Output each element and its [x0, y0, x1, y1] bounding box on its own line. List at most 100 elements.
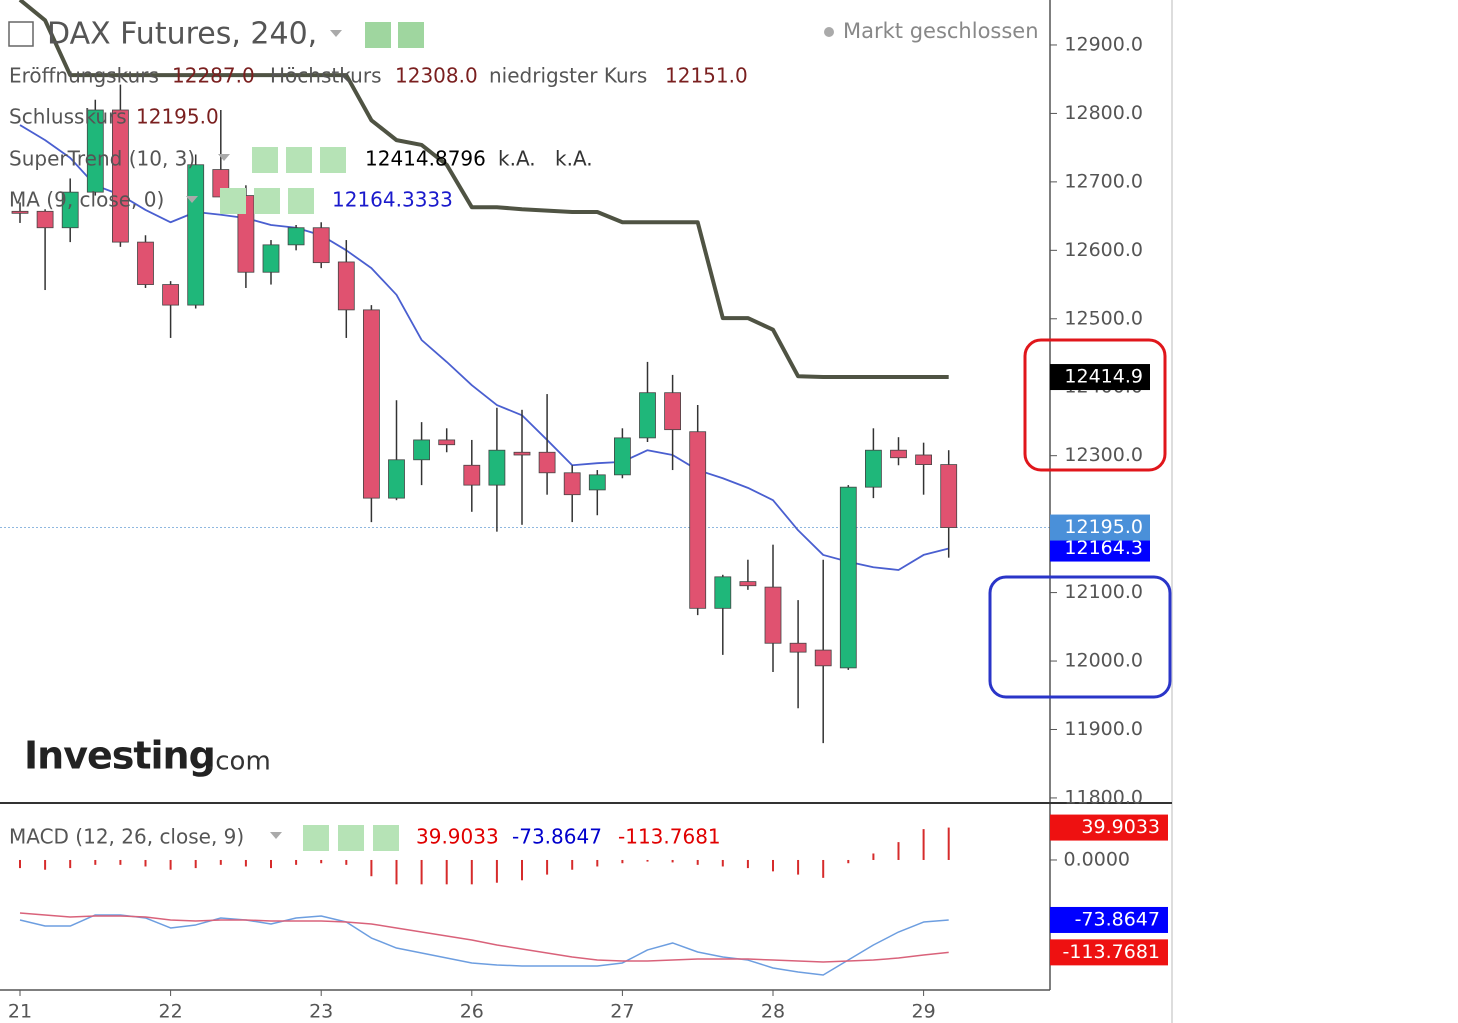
ohlc-value: 12195.0 — [136, 105, 219, 129]
legend-name: MACD (12, 26, close, 9) — [9, 825, 244, 849]
candle-body — [639, 392, 656, 439]
y-tick-label: 12000.0 — [1064, 650, 1143, 672]
dropdown[interactable] — [270, 832, 282, 839]
axis-value-label: 12195.0 — [1064, 516, 1143, 538]
ohlc-name: Eröffnungskurs — [9, 64, 159, 88]
axis-value-label: 39.9033 — [1081, 816, 1160, 838]
x-tick-label: 23 — [309, 1001, 333, 1023]
eye-icon[interactable] — [365, 22, 391, 48]
x-tick-label: 27 — [610, 1001, 634, 1023]
candle-body — [362, 309, 380, 499]
candle-body — [413, 439, 431, 461]
legend-value: 39.9033 — [416, 825, 499, 849]
candle-body — [538, 451, 556, 474]
candle-body — [915, 454, 932, 465]
highlight-box — [988, 575, 1172, 699]
gear-icon[interactable] — [338, 825, 364, 851]
ohlc-name: Höchstkurs — [270, 64, 382, 88]
ohlc-name: niedrigster Kurs — [489, 64, 647, 88]
axis-value-label: -73.8647 — [1075, 908, 1160, 930]
candle-body — [814, 649, 832, 667]
close-icon[interactable] — [320, 147, 346, 173]
legend-value: -113.7681 — [618, 825, 721, 849]
toolbar-icons[interactable] — [8, 21, 424, 851]
ohlc-name: Schlusskurs — [9, 105, 127, 129]
ohlc-value: 12287.0 — [172, 64, 255, 88]
candle-body — [137, 241, 154, 285]
legend-name: MA (9, close, 0) — [9, 188, 164, 212]
candle-body — [714, 576, 732, 609]
candle-body — [488, 449, 506, 486]
candle-body — [262, 244, 280, 273]
candle-body — [890, 449, 907, 459]
gear-icon[interactable] — [398, 22, 424, 48]
eye-icon[interactable] — [220, 188, 246, 214]
gear-icon[interactable] — [254, 188, 280, 214]
candle-body — [187, 164, 205, 306]
dropdown[interactable] — [186, 196, 198, 203]
legend-value: 12414.8796 — [365, 147, 486, 171]
dropdown[interactable] — [218, 154, 230, 161]
y-tick-label: 11900.0 — [1064, 718, 1143, 740]
candle-body — [438, 439, 456, 446]
ohlc-value: 12151.0 — [665, 64, 748, 88]
x-tick-label: 29 — [912, 1001, 936, 1023]
watermark: .com — [207, 747, 271, 777]
plot-area — [0, 0, 1050, 976]
candle-body — [739, 581, 757, 587]
close-icon[interactable] — [288, 188, 314, 214]
candle-body — [865, 449, 882, 488]
candle-body — [337, 261, 355, 311]
candle-body — [764, 586, 782, 644]
x-tick-label: 21 — [8, 1001, 32, 1023]
close-icon[interactable] — [373, 825, 399, 851]
candle-body — [312, 227, 330, 264]
highlight-box — [1023, 338, 1167, 472]
candle-body — [789, 642, 807, 653]
candle-body — [388, 459, 405, 499]
y-tick-label: 12800.0 — [1064, 102, 1143, 124]
indicator-line — [19, 124, 949, 571]
candle-body — [588, 474, 606, 491]
candle-body — [839, 486, 857, 669]
gear-icon[interactable] — [286, 147, 312, 173]
candle-body — [36, 210, 54, 229]
candle-body — [563, 472, 581, 496]
y-tick-label: 12100.0 — [1064, 581, 1143, 603]
candle-body — [112, 109, 129, 243]
candle-body — [287, 227, 305, 246]
legend-value: -73.8647 — [512, 825, 602, 849]
collapse-icon[interactable] — [8, 21, 34, 47]
candle-body — [61, 191, 79, 229]
axis-value-box — [1050, 939, 1168, 966]
chart-title: DAX Futures, 240, — [47, 17, 317, 52]
ohlc-value: 12308.0 — [395, 64, 478, 88]
y-tick-label: 12600.0 — [1064, 239, 1143, 261]
y-tick-label: 12700.0 — [1064, 170, 1143, 192]
candle-body — [513, 451, 531, 456]
eye-icon[interactable] — [252, 147, 278, 173]
market-status: Markt geschlossen — [843, 19, 1039, 43]
macd-line — [19, 912, 949, 963]
y-tick-label: 11800.0 — [1064, 786, 1143, 808]
axis-value-box — [1050, 364, 1150, 391]
status-dot — [824, 27, 834, 37]
axis-value-box — [1050, 906, 1168, 933]
candle-body — [940, 464, 958, 528]
legend-name: SuperTrend (10, 3) — [9, 147, 195, 171]
legend-value: 12164.3333 — [332, 188, 453, 212]
candle-body — [86, 109, 104, 193]
dropdown[interactable] — [330, 30, 342, 37]
eye-icon[interactable] — [303, 825, 329, 851]
x-tick-label: 28 — [761, 1001, 785, 1023]
y-tick-label: 0.0000 — [1064, 848, 1130, 870]
candle-body — [689, 431, 707, 609]
indicator-line — [18, 0, 949, 380]
axis-value-box — [1050, 514, 1150, 541]
candle-body — [11, 210, 29, 214]
axis-value-box — [1050, 814, 1168, 841]
y-tick-label: 12900.0 — [1064, 33, 1143, 55]
candle-body — [162, 284, 180, 306]
